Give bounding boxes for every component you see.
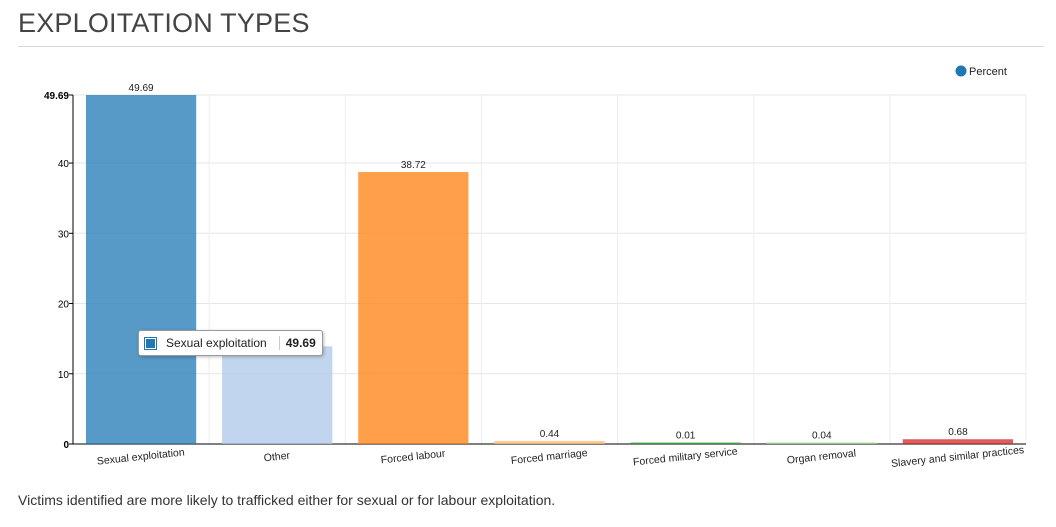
bar-value-label: 0.44 (540, 429, 560, 440)
bar-value-label: 0.04 (812, 431, 832, 442)
bar (494, 440, 605, 444)
title-divider (18, 46, 1044, 47)
tooltip-value: 49.69 (278, 336, 316, 350)
x-tick-label: Forced military service (632, 446, 738, 469)
page-title: EXPLOITATION TYPES (18, 8, 310, 38)
chart-footnote: Victims identified are more likely to tr… (18, 492, 556, 508)
bar (222, 346, 333, 444)
tooltip-label: Sexual exploitation (166, 336, 267, 350)
bar-value-label: 0.68 (948, 427, 968, 438)
y-tick-label: 10 (58, 370, 70, 381)
bar (85, 95, 197, 444)
bar-chart: 0 10 20 30 40 49.69 49.69 Sexual exploitation Ot… (44, 65, 1027, 470)
bar-value-label: 38.72 (401, 160, 426, 171)
x-tick-label: Forced marriage (510, 447, 588, 467)
x-tick-label: Forced labour (380, 448, 446, 467)
bar (902, 439, 1014, 444)
x-tick-label: Other (263, 450, 291, 465)
y-tick-label: 40 (58, 159, 70, 170)
bar (358, 172, 469, 444)
x-tick-label: Slavery and similar practices (891, 444, 1025, 470)
tooltip-swatch (144, 336, 157, 350)
y-tick-label: 0 (63, 440, 69, 451)
legend-label: Percent (969, 66, 1007, 78)
chart-tooltip: Sexual exploitation 49.69 (138, 330, 323, 356)
y-max-label: 49.69 (44, 91, 69, 102)
bar-value-label: 49.69 (129, 83, 154, 94)
x-tick-label: Sexual exploitation (96, 446, 185, 467)
bar (630, 442, 741, 444)
legend-marker (955, 65, 967, 77)
y-tick-label: 20 (58, 300, 70, 311)
bar-value-label: 0.01 (676, 431, 696, 442)
x-tick-label: Organ removal (786, 447, 856, 466)
bar (766, 442, 877, 444)
y-tick-label: 30 (58, 229, 70, 240)
